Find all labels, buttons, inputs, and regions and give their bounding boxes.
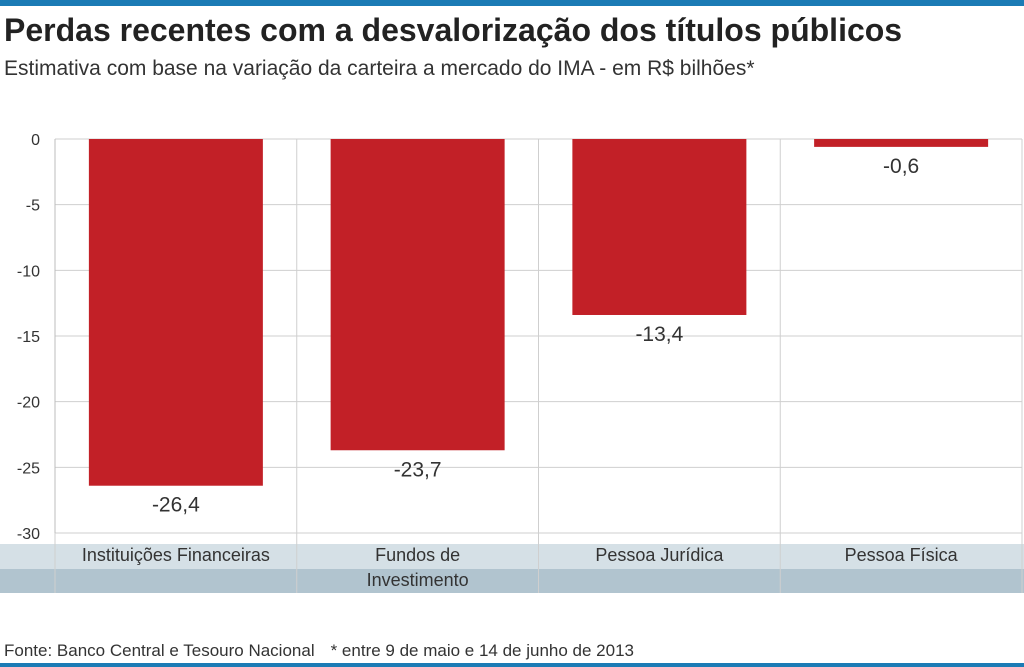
bar	[572, 139, 747, 315]
bar-value-label: -26,4	[152, 494, 200, 517]
category-label-bands	[0, 544, 1024, 593]
value-labels: -26,4 -23,7 -13,4 -0,6	[152, 155, 919, 517]
source-note: Fonte: Banco Central e Tesouro Nacional	[4, 641, 315, 660]
y-tick-label: -30	[17, 526, 40, 543]
y-tick-label: -20	[17, 395, 40, 412]
y-tick-label: 0	[31, 132, 40, 149]
y-tick-label: -15	[17, 329, 40, 346]
y-tick-label: -25	[17, 460, 40, 477]
category-label: Pessoa Jurídica	[595, 545, 724, 565]
category-band-upper	[0, 544, 1024, 569]
category-label: Pessoa Física	[845, 545, 959, 565]
chart-subtitle: Estimativa com base na variação da carte…	[4, 57, 755, 80]
bar	[330, 139, 505, 451]
chart-title: Perdas recentes com a desvalorização dos…	[4, 12, 903, 48]
top-accent-rule	[0, 0, 1024, 6]
category-label: Fundos de	[375, 545, 460, 565]
category-band-lower	[0, 569, 1024, 593]
y-axis-ticks: 0 -5 -10 -15 -20 -25 -30	[17, 132, 40, 543]
category-label: Instituições Financeiras	[82, 545, 270, 565]
bar	[88, 139, 263, 486]
bar	[814, 139, 989, 147]
y-tick-label: -10	[17, 263, 40, 280]
bar-value-label: -0,6	[883, 155, 919, 178]
y-tick-label: -5	[26, 198, 40, 215]
bars	[88, 139, 989, 486]
period-note: * entre 9 de maio e 14 de junho de 2013	[330, 641, 634, 660]
category-label: Investimento	[367, 570, 469, 590]
category-labels: Instituições Financeiras Fundos de Investi…	[82, 545, 959, 590]
bar-value-label: -13,4	[635, 323, 683, 346]
bottom-accent-rule	[0, 663, 1024, 667]
footnote: Fonte: Banco Central e Tesouro Nacional *…	[4, 641, 634, 661]
bar-value-label: -23,7	[394, 458, 442, 481]
